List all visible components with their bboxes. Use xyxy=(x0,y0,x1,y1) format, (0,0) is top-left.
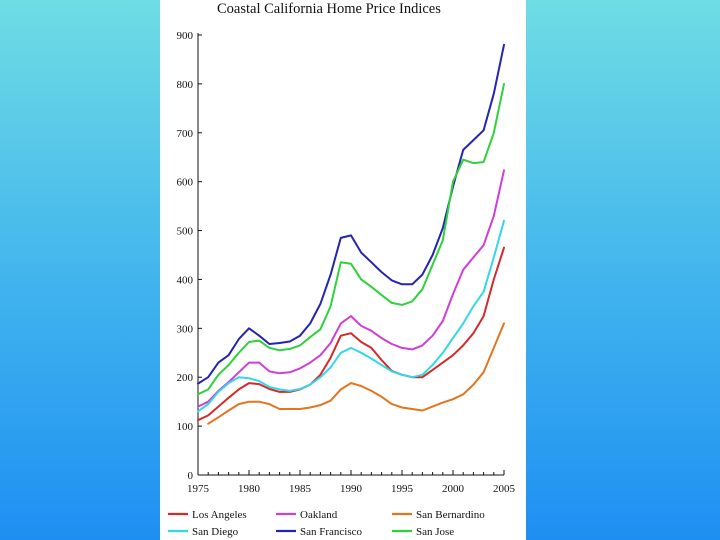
x-tick-label: 2000 xyxy=(442,483,465,495)
chart-title: Coastal California Home Price Indices xyxy=(217,1,441,17)
y-tick-label: 900 xyxy=(177,30,194,42)
series-line xyxy=(197,246,505,422)
legend-label: Oakland xyxy=(300,509,338,521)
legend-label: San Jose xyxy=(416,526,454,538)
legend-label: San Diego xyxy=(192,526,239,538)
y-tick-label: 100 xyxy=(177,421,194,433)
y-tick-label: 500 xyxy=(177,226,194,238)
legend-label: San Bernardino xyxy=(416,509,485,521)
x-tick-label: 1980 xyxy=(238,483,261,495)
series-line xyxy=(197,169,505,408)
x-tick-label: 1995 xyxy=(391,483,414,495)
legend-label: Los Angeles xyxy=(192,509,247,521)
chart-legend: Los Angeles Oakland San Bernardino San Dieg… xyxy=(168,509,485,538)
line-chart: Coastal California Home Price Indices 01… xyxy=(168,1,516,538)
chart-axes: 0 100 200 300 400 500 600 700 800 900 1975 1980 1985… xyxy=(177,30,516,495)
y-tick-label: 600 xyxy=(177,177,194,189)
series-line xyxy=(197,219,505,413)
x-tick-label: 2005 xyxy=(493,483,516,495)
y-tick-label: 400 xyxy=(177,274,194,286)
chart-lines xyxy=(197,43,505,425)
x-tick-label: 1975 xyxy=(187,483,210,495)
y-tick-label: 800 xyxy=(177,79,194,91)
legend-label: San Francisco xyxy=(300,526,363,538)
y-tick-label: 0 xyxy=(188,470,194,482)
x-tick-label: 1990 xyxy=(340,483,363,495)
y-tick-label: 300 xyxy=(177,323,194,335)
series-line xyxy=(207,322,505,425)
y-tick-label: 700 xyxy=(177,128,194,140)
y-tick-label: 200 xyxy=(177,372,194,384)
x-tick-label: 1985 xyxy=(289,483,312,495)
series-line xyxy=(197,82,505,396)
